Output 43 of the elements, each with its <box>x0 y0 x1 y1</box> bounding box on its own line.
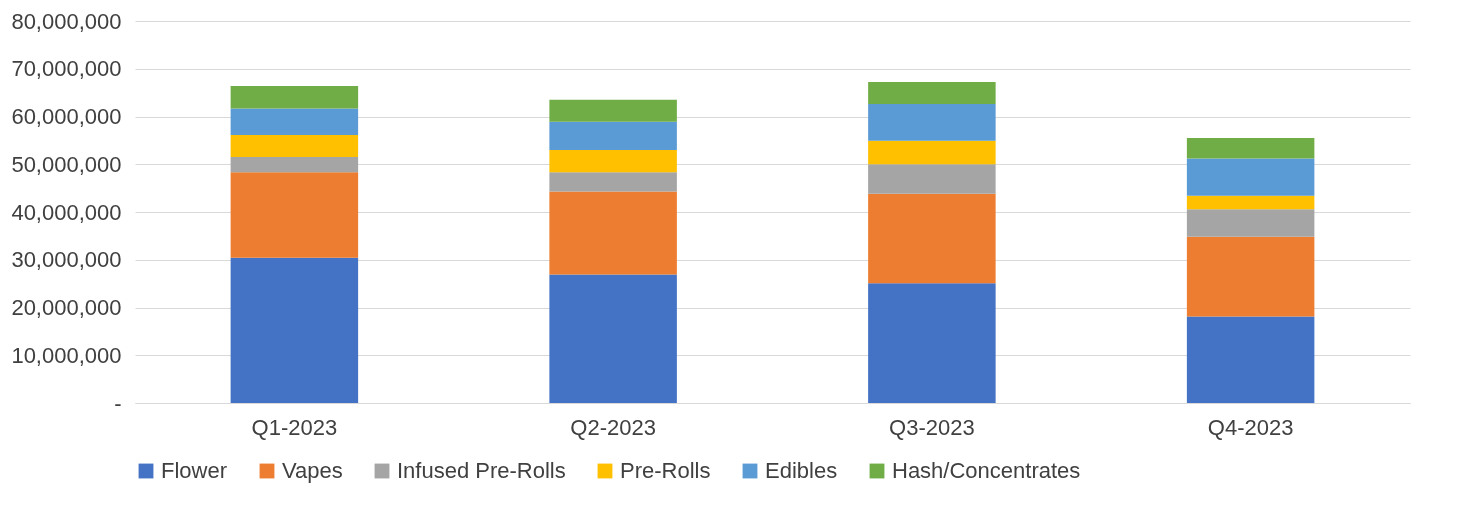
bar <box>868 193 996 284</box>
x-tick-label: Q2-2023 <box>570 414 656 440</box>
bar <box>230 157 359 173</box>
legend-label: Infused Pre-Rolls <box>397 458 566 483</box>
bar <box>868 82 996 105</box>
y-tick-label: 60,000,000 <box>11 104 122 129</box>
x-tick-label: Q1-2023 <box>251 414 338 440</box>
legend-label: Vapes <box>282 458 343 483</box>
legend-label: Flower <box>161 458 228 483</box>
bar <box>1186 195 1315 210</box>
bar <box>1186 137 1315 159</box>
legend-label: Edibles <box>765 458 838 483</box>
bar <box>1186 158 1315 196</box>
bar <box>230 172 359 258</box>
legend-label: Hash/Concentrates <box>892 458 1081 483</box>
y-tick-label: - <box>114 390 122 416</box>
bar <box>868 104 996 141</box>
bar <box>230 135 359 158</box>
legend-label: Pre-Rolls <box>620 458 711 483</box>
bar <box>230 108 359 136</box>
bar <box>868 164 996 194</box>
bar <box>230 85 359 109</box>
bar <box>549 191 677 275</box>
bar <box>230 257 359 403</box>
y-tick-label: 30,000,000 <box>11 247 122 273</box>
bar <box>868 140 996 165</box>
y-tick-label: 70,000,000 <box>11 56 122 82</box>
bar <box>549 149 677 173</box>
y-tick-label: 40,000,000 <box>11 199 122 225</box>
bar <box>549 172 677 192</box>
bar <box>549 99 677 122</box>
y-tick-label: 20,000,000 <box>11 295 122 320</box>
bar <box>868 283 996 403</box>
x-tick-label: Q4-2023 <box>1207 414 1294 440</box>
x-tick-label: Q3-2023 <box>889 414 975 440</box>
y-tick-label: 50,000,000 <box>11 151 122 177</box>
y-tick-label: 10,000,000 <box>11 342 122 368</box>
bar <box>549 274 677 403</box>
y-tick-label: 80,000,000 <box>11 8 122 34</box>
bar <box>1186 209 1315 237</box>
bar <box>1186 236 1315 317</box>
bar <box>1186 316 1315 403</box>
bar <box>549 121 677 150</box>
